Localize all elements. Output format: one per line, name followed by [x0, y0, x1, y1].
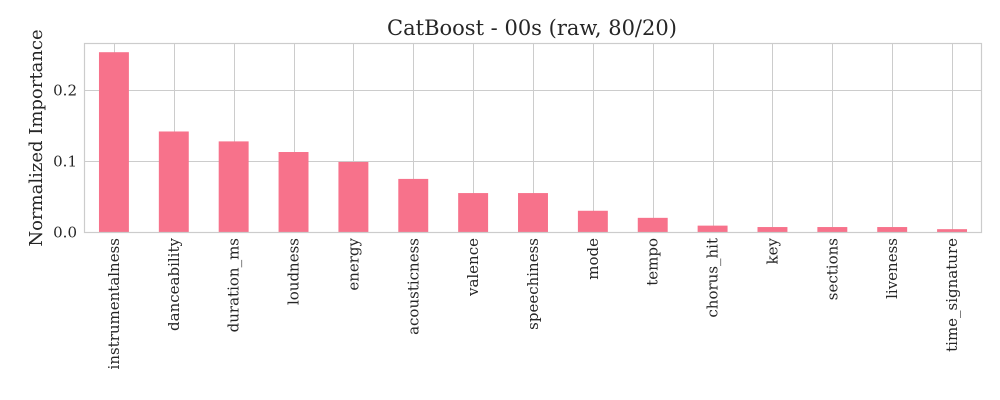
bar-speechiness	[518, 193, 548, 232]
x-tick-label: tempo	[644, 238, 662, 286]
y-tick-label: 0.0	[53, 224, 77, 242]
bar-acousticness	[398, 178, 429, 232]
x-tick-label: energy	[344, 237, 362, 290]
bar-tempo	[637, 217, 668, 232]
bar-liveness	[877, 227, 908, 232]
y-axis-label: Normalized Importance	[26, 29, 47, 246]
x-tick-label: acousticness	[404, 238, 422, 335]
x-tick-label: time_signature	[943, 238, 961, 352]
chart-title: CatBoost - 00s (raw, 80/20)	[387, 16, 677, 40]
x-tick-labels: instrumentalness danceability duration_ms l…	[105, 237, 961, 369]
bar-loudness	[278, 152, 309, 232]
bar-time-signature	[937, 229, 968, 232]
bar-mode	[577, 210, 608, 232]
plot-frame	[83, 42, 983, 234]
bar-layer	[98, 52, 968, 233]
x-tick-label: sections	[823, 238, 841, 300]
bar-energy	[338, 161, 369, 232]
x-tick-label: duration_ms	[225, 238, 243, 332]
bar-instrumentalness	[98, 52, 129, 233]
y-tick-label: 0.2	[53, 82, 77, 100]
y-tick-labels: 0.0 0.1 0.2	[53, 82, 77, 242]
x-tick-label: key	[763, 237, 781, 264]
x-tick-label: speechiness	[524, 238, 542, 330]
bar-chorus-hit	[697, 225, 728, 232]
bar-valence	[458, 193, 489, 232]
x-tick-label: instrumentalness	[105, 238, 123, 369]
x-tick-label: chorus_hit	[704, 238, 722, 318]
x-tick-label: valence	[464, 238, 482, 297]
bar-danceability	[158, 131, 189, 232]
x-tick-label: loudness	[285, 238, 303, 305]
bar-duration-ms	[218, 141, 249, 232]
y-tick-label: 0.1	[53, 153, 77, 171]
x-tick-label: mode	[584, 238, 602, 280]
x-tick-label: danceability	[165, 237, 183, 330]
bar-sections	[817, 227, 848, 232]
bar-key	[757, 227, 788, 232]
x-tick-label: liveness	[883, 238, 901, 299]
